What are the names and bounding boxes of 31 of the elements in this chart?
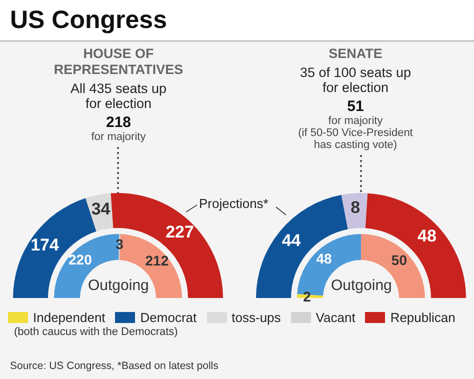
- source-note: Source: US Congress, *Based on latest polls: [10, 360, 218, 372]
- data-label: 8: [350, 198, 360, 218]
- legend-label: toss-ups: [230, 310, 281, 325]
- legend-label: Republican: [389, 310, 456, 325]
- chart-title: SENATE: [328, 46, 384, 62]
- text: for majority: [90, 131, 147, 143]
- slice-label: Outgoing: [331, 277, 392, 294]
- text: US Congress: [10, 6, 167, 35]
- legend-label: Independent: [32, 310, 106, 325]
- legend-label: Democrat: [139, 310, 197, 325]
- chart-subtitle: All 435 seats up for election: [69, 81, 168, 111]
- data-label: 220: [68, 251, 92, 268]
- text: 51: [346, 98, 365, 115]
- text: for majority: [327, 115, 384, 127]
- chart-subtitle: 35 of 100 seats up for election: [300, 65, 412, 95]
- text: 218: [104, 114, 132, 131]
- data-label: 34: [91, 200, 111, 219]
- text: (if 50-50 Vice-President has casting vote): [297, 127, 414, 151]
- data-label: 44: [282, 230, 302, 250]
- data-label: 48: [316, 250, 332, 267]
- text: (both caucus with the Democrats): [14, 326, 178, 338]
- chart-title: HOUSE OF REPRESENTATIVES: [52, 46, 184, 78]
- data-label: 50: [391, 252, 408, 268]
- data-label: 212: [145, 252, 169, 269]
- slice-label: Outgoing: [88, 277, 149, 294]
- data-label: 174: [30, 235, 60, 254]
- data-label: 2: [303, 288, 312, 304]
- data-label: 48: [418, 226, 436, 246]
- legend-label: Vacant: [314, 310, 356, 325]
- data-label: 227: [166, 222, 194, 242]
- slice-label: Projections*: [199, 196, 268, 211]
